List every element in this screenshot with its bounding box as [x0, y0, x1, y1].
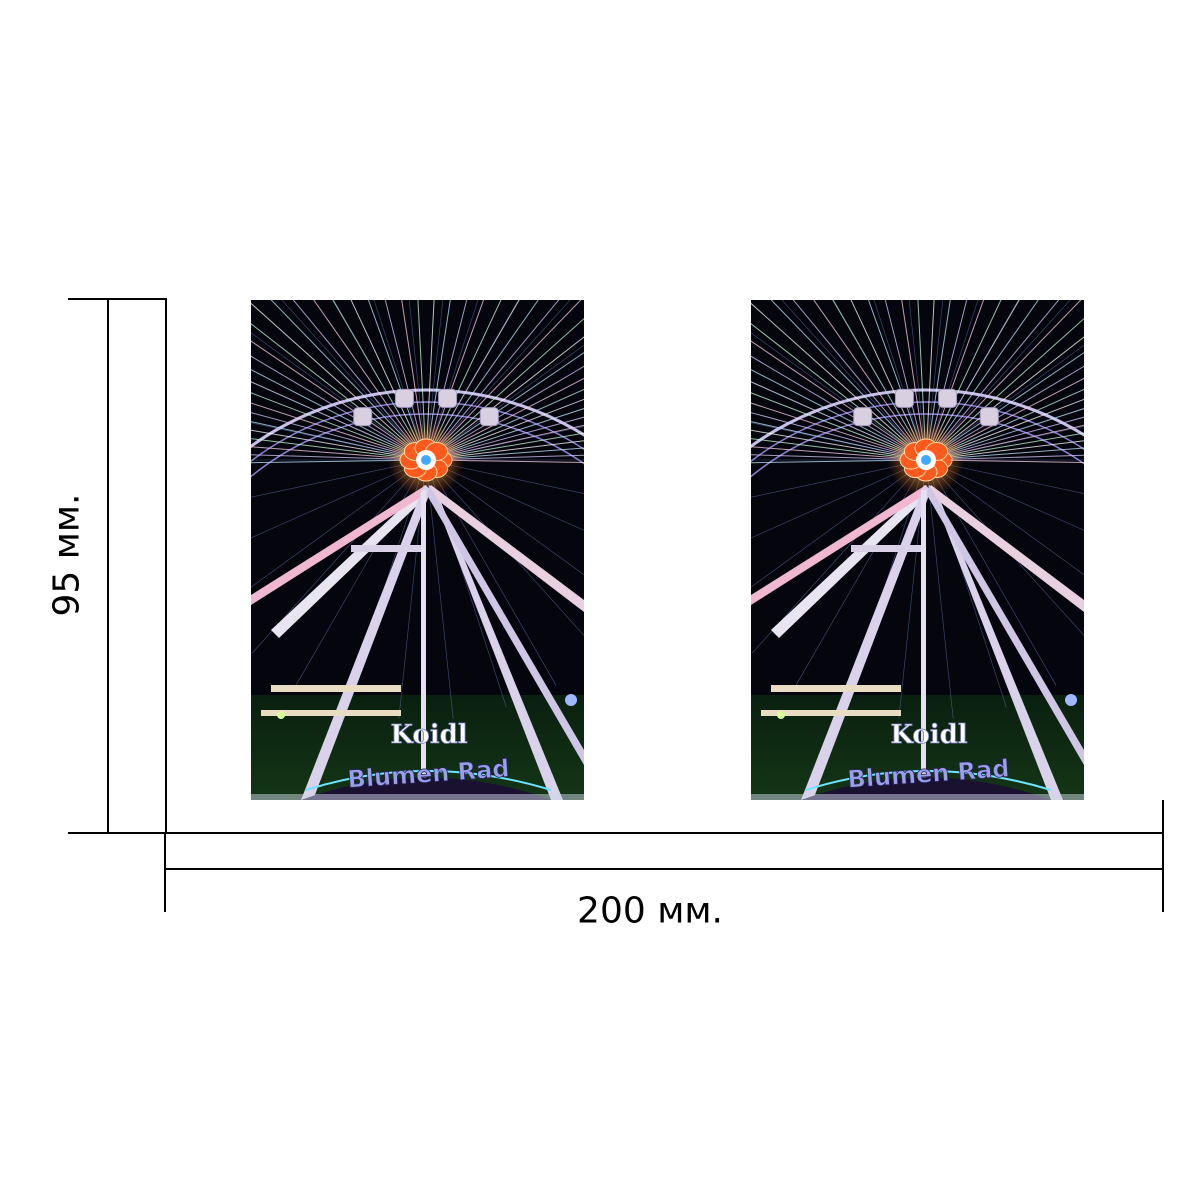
wheel-spokes — [751, 300, 1084, 719]
width-extension-line — [164, 832, 1164, 834]
flower-hub — [899, 438, 953, 482]
gondolas — [353, 388, 499, 427]
sign-top-text: Koidl — [890, 720, 967, 750]
height-dimension-bottom-tick — [68, 832, 167, 834]
flower-hub — [399, 438, 453, 482]
width-dimension-left-tick — [164, 834, 166, 912]
ferris-wheel-illustration: Koidl Blumen Rad — [751, 300, 1084, 800]
ferris-wheel-illustration: Koidl Blumen Rad — [251, 300, 584, 800]
height-dimension-line — [107, 298, 109, 834]
wheel-spokes — [251, 300, 584, 719]
sign-top-text: Koidl — [390, 720, 467, 750]
wheel-rim — [751, 388, 1084, 478]
width-dimension-right-tick — [1162, 800, 1164, 912]
ferris-wheel-photo-left: Koidl Blumen Rad — [251, 300, 584, 800]
width-dimension-label: 200 мм. — [577, 890, 723, 932]
height-dimension-label: 95 мм. — [46, 493, 88, 617]
gondolas — [853, 388, 999, 427]
width-dimension-line — [164, 868, 1164, 870]
height-extension-line — [165, 298, 167, 834]
height-dimension-top-tick — [68, 298, 167, 300]
wheel-rim — [251, 388, 584, 478]
ferris-wheel-photo-right: Koidl Blumen Rad — [751, 300, 1084, 800]
